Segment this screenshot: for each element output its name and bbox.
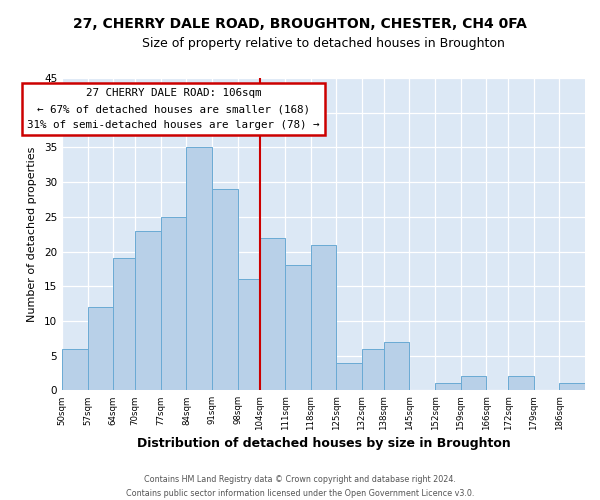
Bar: [362, 348, 384, 391]
Bar: [238, 280, 260, 390]
Text: 27 CHERRY DALE ROAD: 106sqm
← 67% of detached houses are smaller (168)
31% of se: 27 CHERRY DALE ROAD: 106sqm ← 67% of det…: [28, 88, 320, 130]
Bar: [135, 230, 161, 390]
Bar: [212, 189, 238, 390]
Bar: [461, 376, 486, 390]
Bar: [435, 384, 461, 390]
Bar: [113, 258, 135, 390]
Bar: [88, 307, 113, 390]
Bar: [285, 266, 311, 390]
Bar: [508, 376, 534, 390]
Bar: [260, 238, 285, 390]
Text: 27, CHERRY DALE ROAD, BROUGHTON, CHESTER, CH4 0FA: 27, CHERRY DALE ROAD, BROUGHTON, CHESTER…: [73, 18, 527, 32]
Bar: [311, 244, 337, 390]
Y-axis label: Number of detached properties: Number of detached properties: [27, 146, 37, 322]
X-axis label: Distribution of detached houses by size in Broughton: Distribution of detached houses by size …: [137, 437, 511, 450]
Bar: [337, 362, 362, 390]
Bar: [384, 342, 409, 390]
Bar: [559, 384, 585, 390]
Bar: [62, 348, 88, 391]
Bar: [161, 217, 187, 390]
Text: Contains HM Land Registry data © Crown copyright and database right 2024.
Contai: Contains HM Land Registry data © Crown c…: [126, 476, 474, 498]
Bar: [187, 148, 212, 390]
Title: Size of property relative to detached houses in Broughton: Size of property relative to detached ho…: [142, 38, 505, 51]
